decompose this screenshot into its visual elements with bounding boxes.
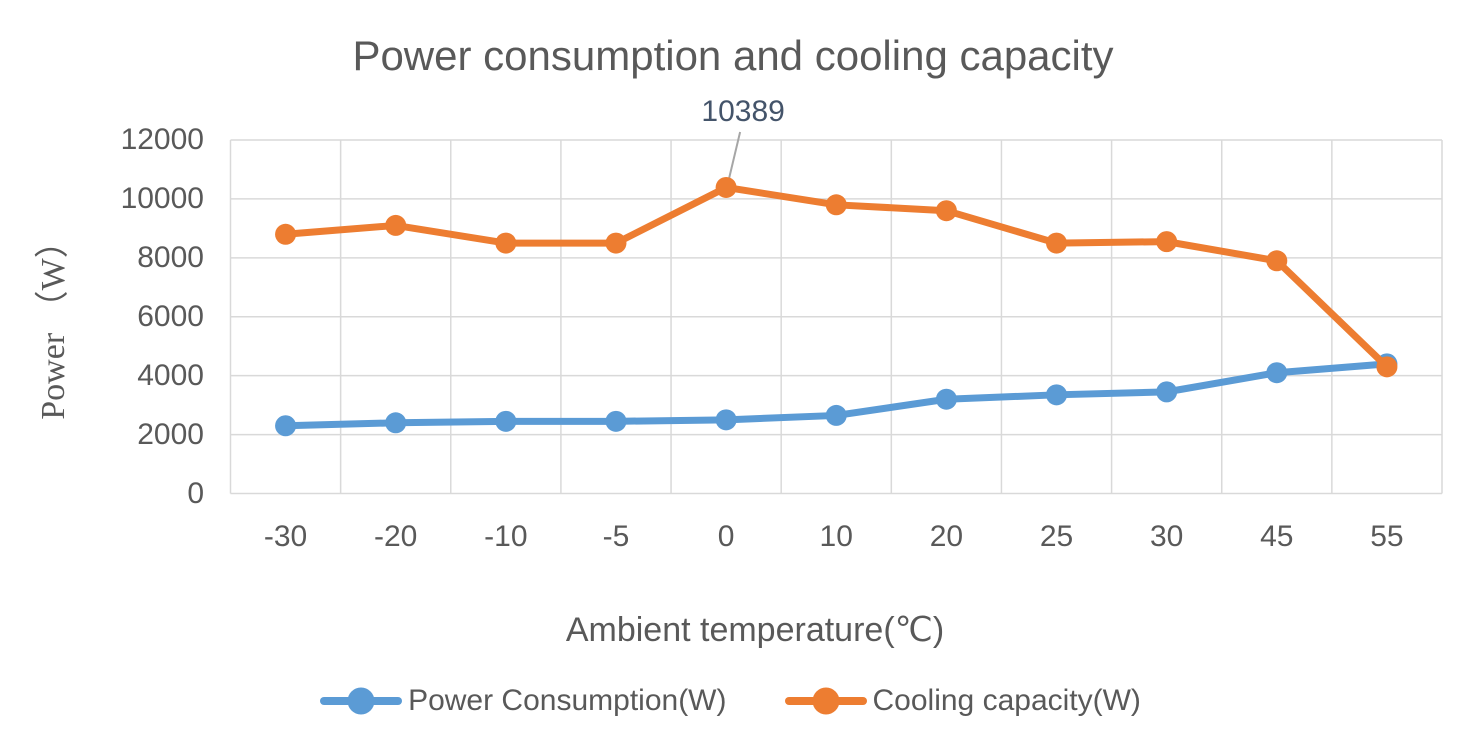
chart-title: Power consumption and cooling capacity	[352, 32, 1114, 79]
line-marker-icon	[784, 687, 867, 715]
x-tick-label: 25	[1039, 520, 1074, 553]
x-tick-label: -30	[263, 520, 308, 553]
y-tick-label: 12000	[120, 123, 204, 156]
y-tick-label: 0	[187, 476, 204, 510]
x-tick-label: -5	[602, 520, 630, 553]
data-point-label: 10389	[701, 95, 785, 128]
x-tick-label: 55	[1370, 520, 1404, 553]
legend: Power Consumption(W) Cooling capacity(W)	[0, 684, 1461, 718]
line-marker-icon	[320, 687, 403, 715]
x-tick-label: -10	[484, 520, 528, 553]
legend-item-power-consumption: Power Consumption(W)	[320, 684, 727, 718]
x-tick-label: 45	[1260, 520, 1294, 553]
x-tick-label: -20	[374, 520, 418, 553]
y-tick-label: 2000	[137, 417, 204, 451]
legend-item-cooling-capacity: Cooling capacity(W)	[784, 684, 1141, 718]
circle-marker-icon	[812, 687, 839, 715]
y-tick-label: 6000	[137, 299, 204, 333]
x-tick-label: 10	[819, 520, 853, 553]
x-tick-label: 0	[717, 520, 735, 553]
x-tick-label: 20	[929, 520, 964, 553]
legend-label-cooling-capacity: Cooling capacity(W)	[872, 684, 1141, 717]
y-tick-label: 8000	[137, 240, 204, 274]
y-tick-label: 10000	[120, 181, 204, 215]
x-axis-title: Ambient temperature(℃)	[565, 611, 945, 649]
circle-marker-icon	[347, 687, 375, 715]
y-tick-label: 4000	[137, 358, 204, 392]
legend-label-power-consumption: Power Consumption(W)	[408, 684, 727, 717]
x-tick-label: 30	[1149, 520, 1184, 553]
